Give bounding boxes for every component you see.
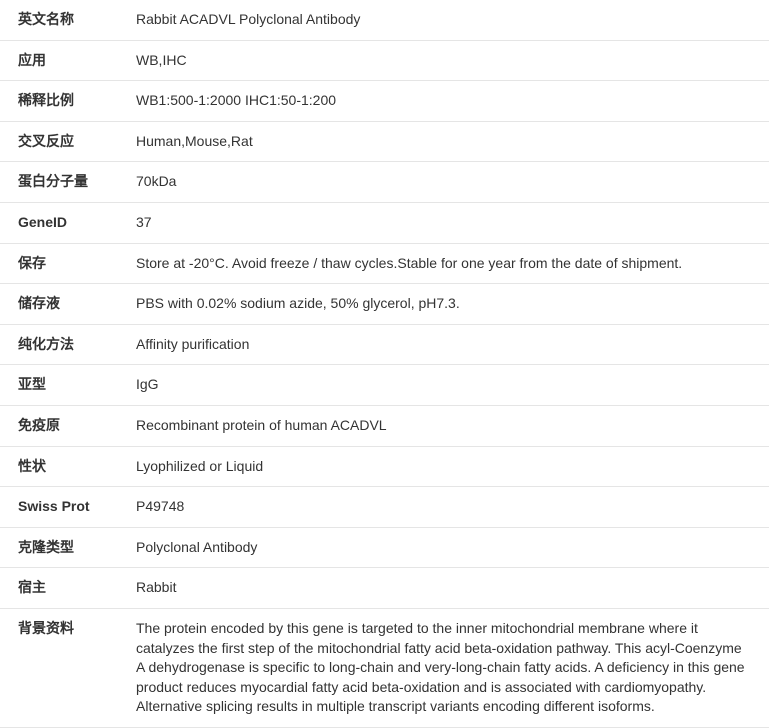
spec-label: 克隆类型 bbox=[0, 527, 130, 568]
table-row: 英文名称 Rabbit ACADVL Polyclonal Antibody bbox=[0, 0, 769, 40]
table-row: 免疫原 Recombinant protein of human ACADVL bbox=[0, 405, 769, 446]
spec-table: 英文名称 Rabbit ACADVL Polyclonal Antibody 应… bbox=[0, 0, 769, 728]
table-row: 纯化方法 Affinity purification bbox=[0, 324, 769, 365]
table-row: 克隆类型 Polyclonal Antibody bbox=[0, 527, 769, 568]
spec-value: Rabbit ACADVL Polyclonal Antibody bbox=[130, 0, 769, 40]
spec-label: 储存液 bbox=[0, 284, 130, 325]
spec-table-body: 英文名称 Rabbit ACADVL Polyclonal Antibody 应… bbox=[0, 0, 769, 727]
spec-value: Polyclonal Antibody bbox=[130, 527, 769, 568]
spec-label: 宿主 bbox=[0, 568, 130, 609]
table-row: 应用 WB,IHC bbox=[0, 40, 769, 81]
spec-label: 免疫原 bbox=[0, 405, 130, 446]
spec-label: 保存 bbox=[0, 243, 130, 284]
spec-label: 背景资料 bbox=[0, 608, 130, 727]
spec-value: 70kDa bbox=[130, 162, 769, 203]
spec-value: P49748 bbox=[130, 487, 769, 528]
spec-label: Swiss Prot bbox=[0, 487, 130, 528]
spec-value: Rabbit bbox=[130, 568, 769, 609]
table-row: 背景资料 The protein encoded by this gene is… bbox=[0, 608, 769, 727]
table-row: Swiss Prot P49748 bbox=[0, 487, 769, 528]
spec-label: 纯化方法 bbox=[0, 324, 130, 365]
spec-label: 性状 bbox=[0, 446, 130, 487]
table-row: 亚型 IgG bbox=[0, 365, 769, 406]
spec-value: Lyophilized or Liquid bbox=[130, 446, 769, 487]
table-row: 储存液 PBS with 0.02% sodium azide, 50% gly… bbox=[0, 284, 769, 325]
spec-value: WB1:500-1:2000 IHC1:50-1:200 bbox=[130, 81, 769, 122]
spec-value: WB,IHC bbox=[130, 40, 769, 81]
spec-label: GeneID bbox=[0, 202, 130, 243]
spec-label: 交叉反应 bbox=[0, 121, 130, 162]
table-row: 宿主 Rabbit bbox=[0, 568, 769, 609]
table-row: 稀释比例 WB1:500-1:2000 IHC1:50-1:200 bbox=[0, 81, 769, 122]
spec-label: 稀释比例 bbox=[0, 81, 130, 122]
table-row: 蛋白分子量 70kDa bbox=[0, 162, 769, 203]
table-row: 性状 Lyophilized or Liquid bbox=[0, 446, 769, 487]
table-row: GeneID 37 bbox=[0, 202, 769, 243]
spec-value: IgG bbox=[130, 365, 769, 406]
spec-value: The protein encoded by this gene is targ… bbox=[130, 608, 769, 727]
spec-value: 37 bbox=[130, 202, 769, 243]
table-row: 交叉反应 Human,Mouse,Rat bbox=[0, 121, 769, 162]
spec-value: Human,Mouse,Rat bbox=[130, 121, 769, 162]
spec-value: Recombinant protein of human ACADVL bbox=[130, 405, 769, 446]
table-row: 保存 Store at -20°C. Avoid freeze / thaw c… bbox=[0, 243, 769, 284]
spec-value: PBS with 0.02% sodium azide, 50% glycero… bbox=[130, 284, 769, 325]
spec-label: 蛋白分子量 bbox=[0, 162, 130, 203]
spec-label: 英文名称 bbox=[0, 0, 130, 40]
spec-value: Store at -20°C. Avoid freeze / thaw cycl… bbox=[130, 243, 769, 284]
spec-value: Affinity purification bbox=[130, 324, 769, 365]
spec-label: 应用 bbox=[0, 40, 130, 81]
spec-label: 亚型 bbox=[0, 365, 130, 406]
